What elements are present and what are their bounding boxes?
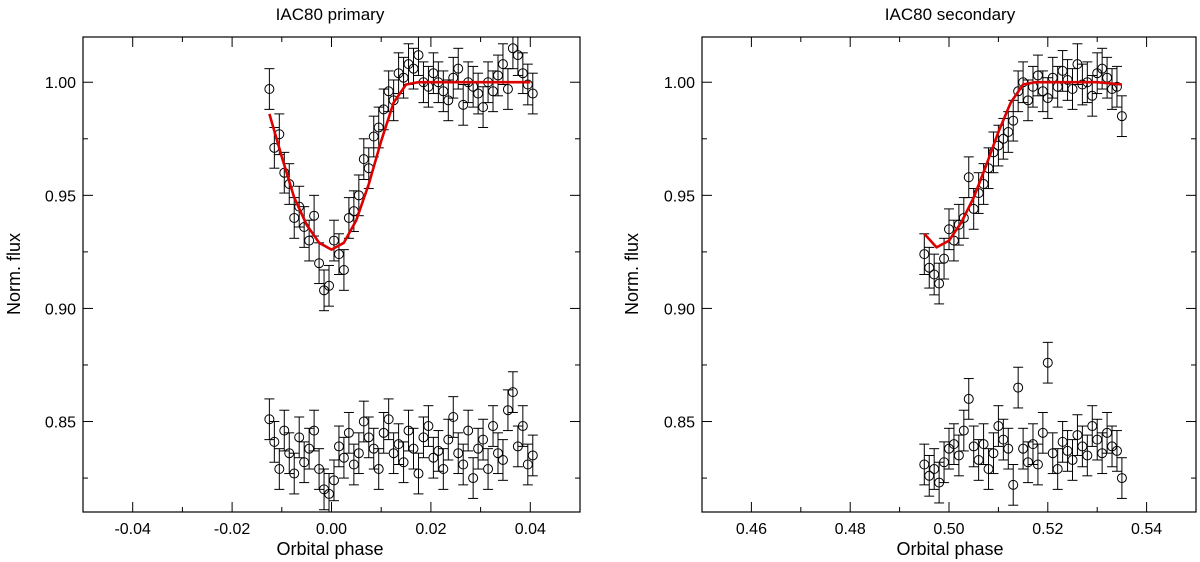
x-tick-label: 0.54 <box>1131 521 1162 538</box>
data-point <box>413 50 424 61</box>
data-point <box>1116 473 1127 484</box>
chart-panel-primary: IAC80 primary Orbital phase Norm. flux -… <box>4 5 581 559</box>
model-line <box>923 80 1123 249</box>
data-point <box>353 448 364 459</box>
data-point <box>1013 382 1024 393</box>
data-point <box>958 425 969 436</box>
data-point <box>453 63 464 74</box>
data-point <box>517 421 528 432</box>
data-point <box>343 427 354 438</box>
x-axis-label: Orbital phase <box>276 539 383 559</box>
data-point <box>269 436 280 447</box>
data-point <box>463 425 474 436</box>
data-point <box>383 414 394 425</box>
y-tick-label: 1.00 <box>664 75 695 92</box>
data-layer <box>919 43 1127 506</box>
data-point <box>1087 90 1098 101</box>
model-line <box>268 80 531 251</box>
data-point <box>458 459 469 470</box>
data-point <box>398 457 409 468</box>
data-point <box>963 393 974 404</box>
x-tick-label: 0.02 <box>415 521 446 538</box>
y-tick-label: 0.90 <box>45 301 76 318</box>
data-point <box>338 264 349 275</box>
data-point <box>264 414 275 425</box>
data-point <box>458 99 469 110</box>
data-point <box>1111 81 1122 92</box>
y-tick-label: 1.00 <box>45 75 76 92</box>
data-point <box>963 172 974 183</box>
data-point <box>324 280 335 291</box>
y-tick-label: 0.95 <box>45 188 76 205</box>
data-point <box>1042 357 1053 368</box>
x-tick-label: 0.50 <box>933 521 964 538</box>
chart-title: IAC80 primary <box>276 5 385 24</box>
data-point <box>274 464 285 475</box>
y-axis-label: Norm. flux <box>4 233 24 315</box>
x-tick-label: -0.02 <box>214 521 251 538</box>
data-point <box>443 95 454 106</box>
data-point <box>502 84 513 95</box>
x-tick-label: -0.04 <box>114 521 151 538</box>
data-point <box>1116 111 1127 122</box>
data-point <box>988 448 999 459</box>
x-tick-label: 0.52 <box>1032 521 1063 538</box>
chart-panel-secondary: IAC80 secondary Orbital phase Norm. flux… <box>622 5 1197 559</box>
data-point <box>1037 427 1048 438</box>
data-point <box>328 475 339 486</box>
chart-title: IAC80 secondary <box>885 5 1016 24</box>
data-point <box>373 464 384 475</box>
data-point <box>289 468 300 479</box>
data-point <box>478 434 489 445</box>
data-point <box>1008 479 1019 490</box>
data-point <box>279 425 290 436</box>
y-tick-label: 0.85 <box>45 415 76 432</box>
data-point <box>497 454 508 465</box>
data-point <box>1032 459 1043 470</box>
data-point <box>314 258 325 269</box>
data-point <box>958 212 969 223</box>
data-point <box>1082 450 1093 461</box>
data-point <box>507 387 518 398</box>
y-axis-label: Norm. flux <box>622 233 642 315</box>
data-point <box>413 468 424 479</box>
data-point <box>527 88 538 99</box>
data-point <box>1008 115 1019 126</box>
x-axis-label: Orbital phase <box>896 539 1003 559</box>
data-point <box>1003 443 1014 454</box>
y-tick-label: 0.90 <box>664 301 695 318</box>
x-tick-label: 0.48 <box>835 521 866 538</box>
data-point <box>309 425 320 436</box>
x-tick-label: 0.00 <box>316 521 347 538</box>
data-point <box>443 434 454 445</box>
data-point <box>939 253 950 264</box>
data-point <box>483 464 494 475</box>
data-point <box>448 412 459 422</box>
data-point <box>264 84 275 95</box>
data-point <box>309 210 320 221</box>
data-layer <box>264 37 538 512</box>
data-point <box>1052 464 1063 475</box>
plot-frame <box>82 36 581 513</box>
data-point <box>438 464 449 475</box>
y-tick-label: 0.95 <box>664 188 695 205</box>
y-tick-label: 0.85 <box>664 415 695 432</box>
data-point <box>527 450 538 461</box>
data-point <box>468 473 479 484</box>
x-tick-label: 0.46 <box>736 521 767 538</box>
data-point <box>1111 445 1122 456</box>
x-tick-label: 0.04 <box>515 521 546 538</box>
data-point <box>423 421 434 432</box>
data-point <box>353 190 364 201</box>
data-point <box>488 421 499 432</box>
